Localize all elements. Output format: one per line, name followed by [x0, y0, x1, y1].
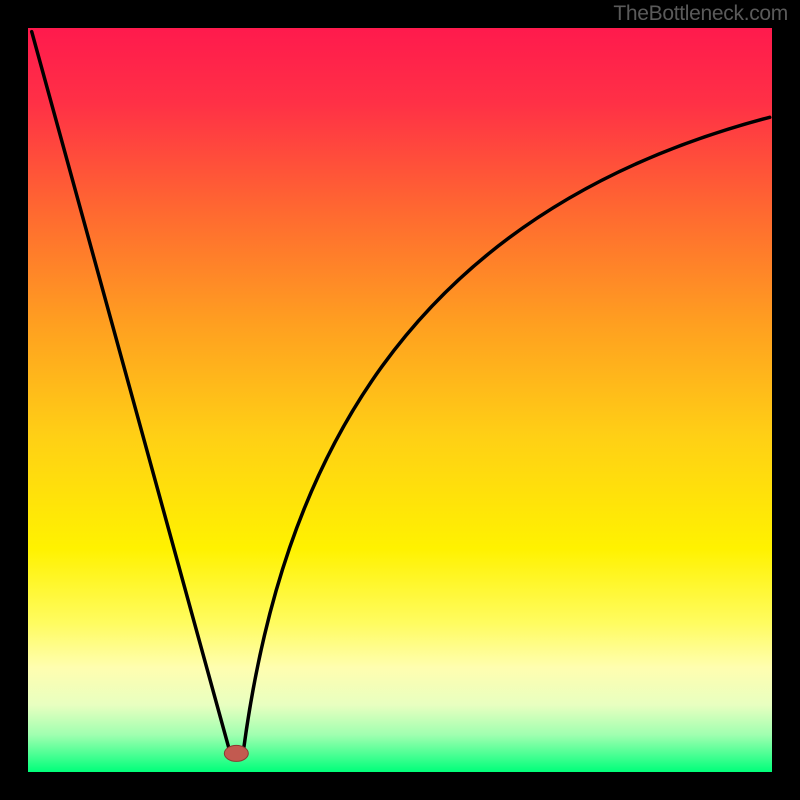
gradient-background	[28, 28, 772, 772]
watermark-text: TheBottleneck.com	[613, 2, 788, 26]
minimum-marker	[224, 745, 248, 761]
bottleneck-chart	[28, 28, 772, 772]
